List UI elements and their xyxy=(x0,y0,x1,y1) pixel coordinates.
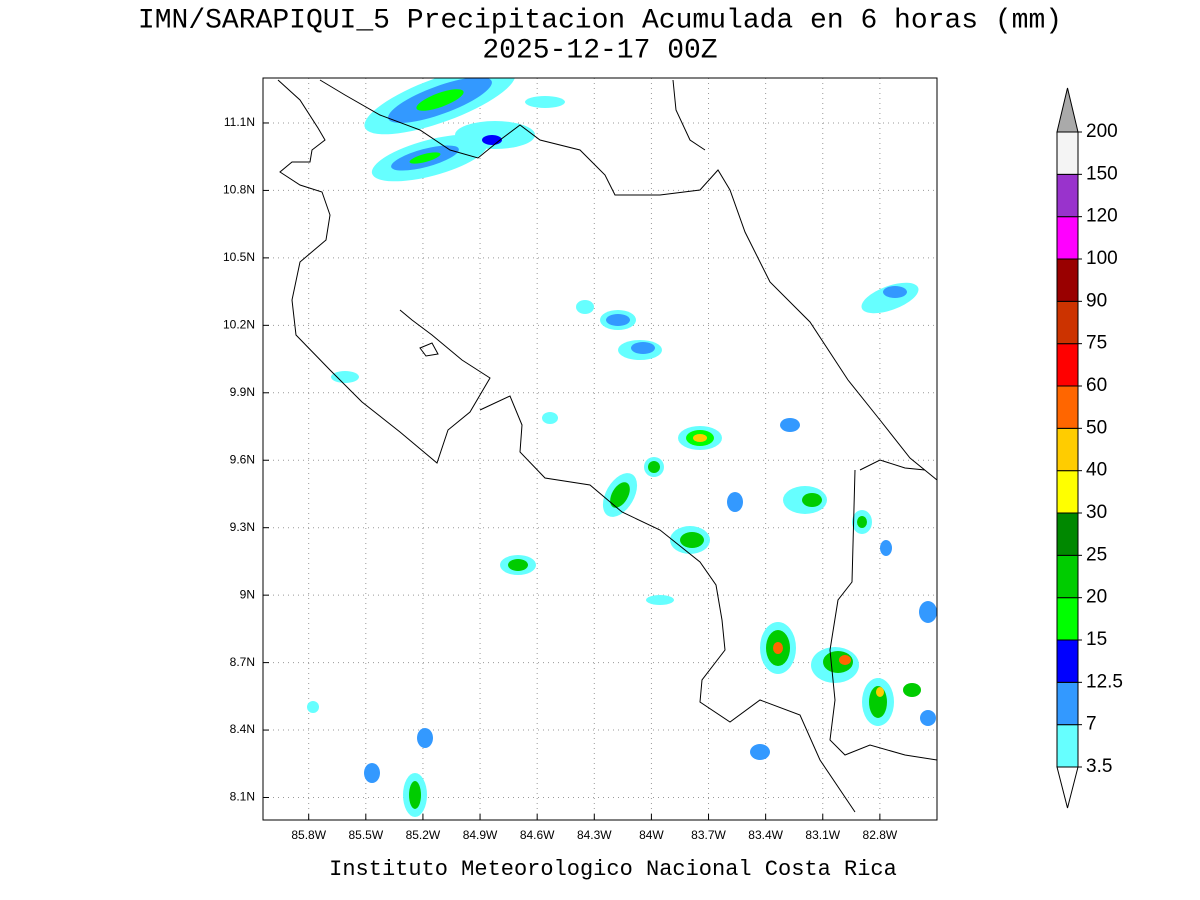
x-tick-label: 83.4W xyxy=(748,828,783,842)
colorbar-label: 100 xyxy=(1086,248,1118,269)
colorbar-box xyxy=(1056,597,1079,641)
y-tick-label: 10.5N xyxy=(223,250,255,264)
title: IMN/SARAPIQUI_5 Precipitacion Acumulada … xyxy=(138,5,1062,36)
x-tick-label: 84.3W xyxy=(577,828,612,842)
y-tick-label: 9.9N xyxy=(230,385,255,399)
x-tick-label: 85.5W xyxy=(348,828,383,842)
colorbar-label: 12.5 xyxy=(1086,671,1123,692)
colorbar-above xyxy=(1056,87,1079,133)
colorbar-box xyxy=(1056,554,1079,599)
colorbar-box xyxy=(1056,385,1079,429)
y-tick-label: 9.3N xyxy=(230,520,255,534)
colorbar-box xyxy=(1056,427,1079,472)
y-tick-label: 9N xyxy=(240,587,255,601)
x-tick-label: 83.7W xyxy=(691,828,726,842)
rain-cells xyxy=(307,78,937,817)
colorbar-box xyxy=(1056,681,1079,726)
colorbar-label: 7 xyxy=(1086,714,1097,735)
y-tick-label: 8.7N xyxy=(230,655,255,669)
colorbar-box xyxy=(1056,639,1079,683)
y-tick-label: 10.8N xyxy=(223,183,255,197)
colorbar-box xyxy=(1056,131,1079,175)
y-tick-label: 10.2N xyxy=(223,318,255,332)
colorbar-box xyxy=(1056,216,1079,260)
coastlines xyxy=(277,79,937,813)
colorbar-box xyxy=(1056,343,1079,387)
colorbar-label: 200 xyxy=(1086,121,1118,142)
axes: 85.8W 85.5W 85.2W 84.9W 84.6W 84.3W 84W 83.7W 83… xyxy=(223,115,898,842)
y-tick-label: 8.1N xyxy=(230,790,255,804)
colorbar: 3.5 7 12.5 15 20 25 30 40 50 60 75 90 100 120 150 200 xyxy=(1056,87,1123,809)
x-tick-label: 84.6W xyxy=(520,828,555,842)
colorbar-label: 90 xyxy=(1086,290,1107,311)
footer: Instituto Meteorologico Nacional Costa R… xyxy=(329,857,897,882)
precipitation xyxy=(277,78,937,817)
y-tick-label: 8.4N xyxy=(230,722,255,736)
y-tick-label: 9.6N xyxy=(230,452,255,466)
colorbar-label: 30 xyxy=(1086,502,1107,523)
colorbar-below xyxy=(1056,766,1079,809)
map-frame xyxy=(262,77,938,821)
colorbar-label: 25 xyxy=(1086,544,1107,565)
x-tick-label: 82.8W xyxy=(863,828,898,842)
colorbar-label: 60 xyxy=(1086,375,1107,396)
x-tick-label: 84W xyxy=(639,828,664,842)
colorbar-box xyxy=(1056,173,1079,218)
colorbar-label: 20 xyxy=(1086,587,1107,608)
x-tick-label: 85.8W xyxy=(291,828,326,842)
colorbar-box xyxy=(1056,470,1079,514)
colorbar-label: 120 xyxy=(1086,206,1118,227)
subtitle: 2025-12-17 00Z xyxy=(482,35,717,66)
colorbar-box xyxy=(1056,512,1079,556)
colorbar-label: 40 xyxy=(1086,460,1107,481)
colorbar-label: 150 xyxy=(1086,163,1118,184)
y-tick-label: 11.1N xyxy=(224,115,255,129)
colorbar-label: 3.5 xyxy=(1086,756,1112,777)
colorbar-label: 15 xyxy=(1086,629,1107,650)
colorbar-box xyxy=(1056,258,1079,302)
colorbar-label: 75 xyxy=(1086,333,1107,354)
colorbar-box xyxy=(1056,724,1079,768)
colorbar-box xyxy=(1056,300,1079,345)
colorbar-label: 50 xyxy=(1086,417,1107,438)
x-tick-label: 83.1W xyxy=(805,828,840,842)
x-tick-label: 85.2W xyxy=(406,828,441,842)
x-tick-label: 84.9W xyxy=(463,828,498,842)
grid xyxy=(263,78,937,820)
